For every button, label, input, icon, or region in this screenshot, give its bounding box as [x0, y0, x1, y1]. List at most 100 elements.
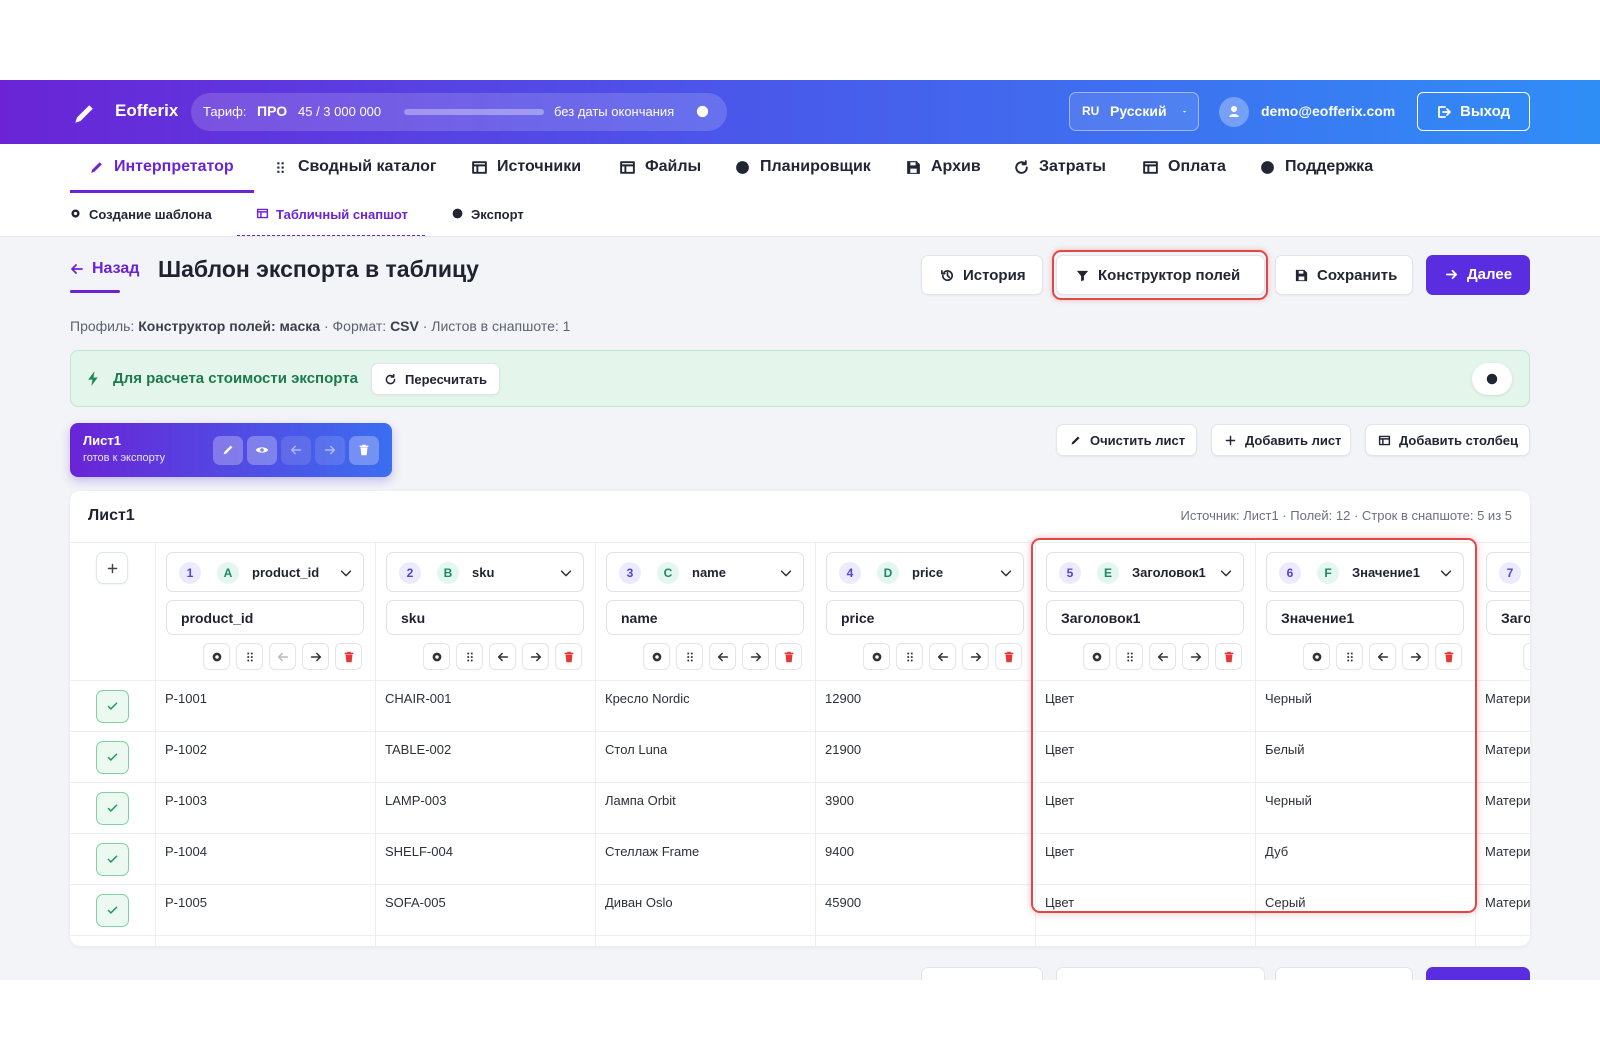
action-label: История — [963, 267, 1026, 284]
lang: Русский — [1110, 103, 1167, 119]
icon-gear — [212, 652, 222, 662]
nav-tab[interactable]: Планировщик — [760, 158, 871, 175]
field-select[interactable]: 6 F Значение1 — [1266, 552, 1464, 592]
column-tool-button[interactable] — [203, 643, 230, 670]
email[interactable]: demo@eofferix.com — [1261, 103, 1396, 119]
lower-button[interactable] — [1275, 967, 1413, 980]
cell: Цвет — [1045, 844, 1075, 859]
cell: 9400 — [825, 844, 854, 859]
logout-button[interactable]: Выход — [1417, 92, 1530, 131]
column-tool-button[interactable] — [236, 643, 263, 670]
language-select[interactable]: RU Русский — [1069, 92, 1199, 131]
column-tool-button[interactable] — [929, 643, 956, 670]
column-tool-button[interactable] — [1336, 643, 1363, 670]
row-border — [70, 884, 1530, 885]
sheet-icon-button[interactable] — [213, 436, 243, 465]
sheet-icon-button[interactable] — [349, 436, 379, 465]
row-checkbox[interactable] — [96, 894, 129, 927]
column-tool-button[interactable] — [302, 643, 329, 670]
nav-tab[interactable]: Поддержка — [1285, 158, 1374, 175]
column-tool-button[interactable] — [1149, 643, 1176, 670]
header-input[interactable]: name — [606, 600, 804, 635]
nav-tab[interactable]: Файлы — [645, 158, 702, 175]
row-checkbox[interactable] — [96, 843, 129, 876]
field-select[interactable]: 7 — [1486, 552, 1530, 592]
column-tool-button[interactable] — [1116, 643, 1143, 670]
column-tool-button[interactable] — [522, 643, 549, 670]
column-tool-button[interactable] — [269, 643, 296, 670]
column-tool-button[interactable] — [676, 643, 703, 670]
back-link[interactable]: Назад — [92, 260, 140, 277]
header-input[interactable]: product_id — [166, 600, 364, 635]
nav-tab[interactable]: Затраты — [1039, 158, 1106, 175]
nav-tab[interactable]: Интерпретатор — [114, 158, 234, 175]
help-button[interactable] — [1472, 363, 1512, 395]
column-tool-button[interactable] — [423, 643, 450, 670]
nav-tab[interactable]: Сводный каталог — [298, 158, 437, 175]
column-tool-button[interactable] — [1369, 643, 1396, 670]
column-tool-button[interactable] — [489, 643, 516, 670]
sheet-icon-button[interactable] — [247, 436, 277, 465]
column-tool-button[interactable] — [555, 643, 582, 670]
column-tool-button[interactable] — [456, 643, 483, 670]
icon-check — [107, 906, 118, 914]
row-checkbox[interactable] — [96, 741, 129, 774]
row-checkbox[interactable] — [96, 690, 129, 723]
icon-gear — [1312, 652, 1322, 662]
nav-tab[interactable]: Оплата — [1168, 158, 1226, 175]
sheet-icon-button[interactable] — [281, 436, 311, 465]
column-tool-button[interactable] — [643, 643, 670, 670]
sheet-action-button[interactable]: Добавить лист — [1211, 424, 1351, 456]
sheet-action-button[interactable]: Добавить столбец — [1365, 424, 1530, 456]
column-tool-button[interactable] — [863, 643, 890, 670]
column-tool-button[interactable] — [962, 643, 989, 670]
icon-save — [1295, 269, 1308, 282]
sheet-icon-button[interactable] — [315, 436, 345, 465]
column-tool-button[interactable] — [1402, 643, 1429, 670]
nav-tab[interactable]: Архив — [931, 158, 981, 175]
field-select[interactable]: 5 E Заголовок1 — [1046, 552, 1244, 592]
subnav-tab[interactable]: Создание шаблона — [89, 207, 212, 222]
header-input[interactable]: price — [826, 600, 1024, 635]
lower-button-primary[interactable] — [1426, 967, 1530, 980]
column-tool-button[interactable] — [896, 643, 923, 670]
column-tool-button[interactable] — [1215, 643, 1242, 670]
action-button[interactable]: Сохранить — [1275, 255, 1413, 295]
recalc-button[interactable]: Пересчитать — [371, 363, 500, 395]
column-tool-button[interactable] — [1182, 643, 1209, 670]
action-button[interactable]: Конструктор полей — [1056, 255, 1265, 295]
add-row-button[interactable] — [96, 552, 128, 584]
column-tool-button[interactable] — [995, 643, 1022, 670]
action-button[interactable]: История — [921, 255, 1043, 295]
lower-button[interactable] — [1056, 967, 1265, 980]
column-tool-button[interactable] — [1523, 643, 1530, 670]
column-tool-button[interactable] — [335, 643, 362, 670]
header-input[interactable]: Значение1 — [1266, 600, 1464, 635]
column-tool-button[interactable] — [742, 643, 769, 670]
icon-eye — [255, 447, 269, 453]
icon-gear — [1092, 652, 1102, 662]
header-input[interactable]: Заголовок2 — [1486, 600, 1530, 635]
icon-circle — [736, 161, 749, 174]
action-button[interactable]: Далее — [1426, 255, 1530, 295]
column-tool-button[interactable] — [1083, 643, 1110, 670]
column-tool-button[interactable] — [709, 643, 736, 670]
sheet-action-button[interactable]: Очистить лист — [1056, 424, 1197, 456]
header-input[interactable]: Заголовок1 — [1046, 600, 1244, 635]
column-tool-button[interactable] — [775, 643, 802, 670]
subnav-tab[interactable]: Экспорт — [471, 207, 524, 222]
column-tool-button[interactable] — [1435, 643, 1462, 670]
nav-tab[interactable]: Источники — [497, 158, 582, 175]
sheet-card[interactable]: Лист1 готов к экспорту — [70, 423, 392, 477]
row-checkbox[interactable] — [96, 792, 129, 825]
header-input[interactable]: sku — [386, 600, 584, 635]
subnav-tab[interactable]: Табличный снапшот — [276, 207, 408, 222]
lower-button[interactable] — [921, 967, 1043, 980]
column-tool-button[interactable] — [1303, 643, 1330, 670]
sheet-action-label: Очистить лист — [1090, 433, 1186, 448]
header-input-value: price — [841, 610, 875, 626]
